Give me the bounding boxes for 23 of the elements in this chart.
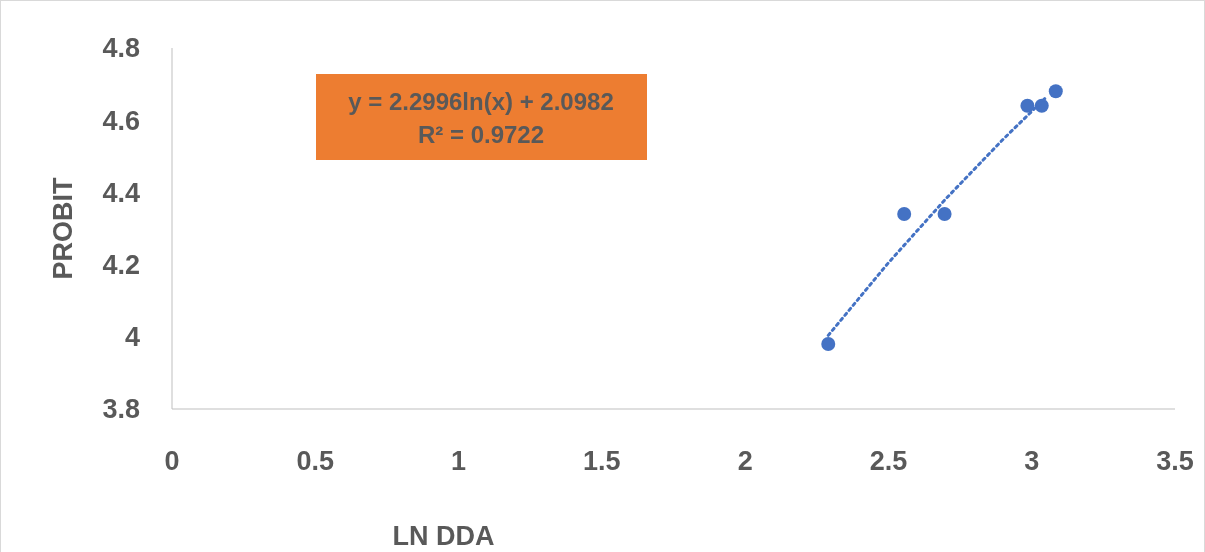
y-axis-title: PROBIT	[48, 177, 78, 280]
y-tick-label: 4.8	[102, 33, 140, 64]
x-tick-label: 3.5	[1156, 446, 1194, 476]
y-tick-label: 3.8	[102, 394, 140, 425]
annotation: y = 2.2996ln(x) + 2.0982	[348, 88, 614, 115]
x-tick-label: 3	[1024, 446, 1040, 476]
y-tick-label: 4.4	[102, 177, 140, 208]
x-tick-label: 0	[164, 446, 180, 476]
point	[897, 207, 912, 222]
x-axis-title: LN DDA	[392, 521, 495, 551]
point	[1020, 98, 1035, 113]
y-tick-label: 4	[124, 322, 140, 353]
point	[821, 337, 836, 352]
x-tick-label: 2	[737, 446, 753, 476]
point	[1048, 84, 1063, 99]
x-tick-label: 1	[451, 446, 467, 476]
x-tick-label: 0.5	[296, 446, 335, 476]
y-tick-label: 4.6	[102, 105, 140, 136]
x-tick-label: 1.5	[583, 446, 621, 476]
point	[937, 207, 952, 222]
y-tick-label: 4.2	[102, 250, 140, 281]
x-tick-label: 2.5	[869, 446, 908, 476]
annotation: R² = 0.9722	[417, 121, 545, 148]
